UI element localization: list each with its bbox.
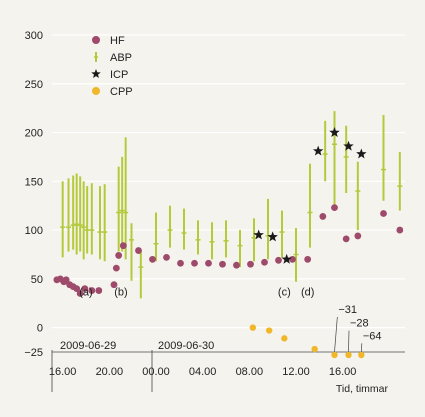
legend-marker-icp [91,69,101,79]
hf-point [261,258,268,266]
hf-point [88,287,96,294]
cpp-point [331,351,338,359]
y-tick-label: 300 [25,30,43,42]
callout-line [334,316,338,352]
date-label: 2009-06-29 [60,340,116,352]
y-tick-label: 150 [25,176,43,188]
icp-point [281,253,292,264]
hf-point [76,290,84,297]
hf-point [62,276,70,284]
hf-point [380,210,387,217]
date-label: 2009-06-30 [158,340,214,352]
hf-point [233,261,240,269]
icp-point [267,231,278,242]
x-tick-label: 00.00 [142,366,170,378]
hf-point [110,281,118,289]
hf-point [81,285,89,292]
x-tick-label: 20.00 [96,366,124,378]
hf-point [205,259,212,267]
hf-point [115,252,123,259]
hf-point [163,253,170,261]
hf-point [342,235,350,243]
legend-label-abp: ABP [110,52,132,64]
hf-point [95,287,103,294]
cpp-point [265,327,273,334]
legend-label-icp: ICP [110,69,128,81]
annotation-label: (d) [301,286,314,298]
y-tick-label: −25 [24,347,43,359]
icp-point [329,127,340,137]
legend-marker-hf [92,36,100,44]
annotation-label: (a) [79,286,92,298]
legend-label-hf: HF [110,35,125,47]
hf-point [135,247,142,254]
icp-point [356,148,367,159]
hf-point [177,259,184,267]
x-tick-label: 04.00 [189,366,217,378]
hf-point [396,226,404,234]
y-tick-label: 50 [31,274,43,286]
y-tick-label: 250 [25,79,43,91]
x-tick-label: 12.00 [282,366,310,378]
x-tick-label: 08.00 [236,366,264,378]
icp-point [312,145,324,156]
hf-point [219,260,226,268]
hf-point [73,285,81,292]
annotation-label: (b) [114,286,127,298]
hf-point [319,213,327,220]
cpp-point [358,351,365,359]
y-tick-label: 0 [37,323,43,335]
icp-point [253,229,264,240]
hf-point [304,255,312,263]
legend-label-cpp: CPP [110,86,133,98]
cpp-point [311,345,318,353]
hf-point [354,232,362,240]
y-tick-label: 100 [25,225,43,237]
cpp-point [345,351,352,359]
cpp-point [249,324,257,331]
callout-line [360,343,363,352]
hf-point [112,264,120,272]
y-tick-label: 200 [25,128,43,140]
hf-point [331,204,338,212]
annotation-label: (c) [278,286,291,298]
callout-label: −31 [338,304,357,316]
legend-marker-cpp [92,87,100,95]
icp-point [343,140,354,151]
x-tick-label: 16.00 [49,366,77,378]
hf-point [247,260,254,268]
callout-line [348,330,350,352]
callout-label: −64 [363,330,382,342]
hf-point [191,259,198,267]
hf-point [149,255,156,263]
hf-point [119,242,127,250]
x-axis-title: Tid, timmar [336,383,389,395]
cpp-point [281,335,288,342]
hf-point [289,255,296,263]
callout-label: −28 [350,318,369,330]
x-tick-label: 16.00 [329,366,357,378]
hf-point [275,256,282,264]
